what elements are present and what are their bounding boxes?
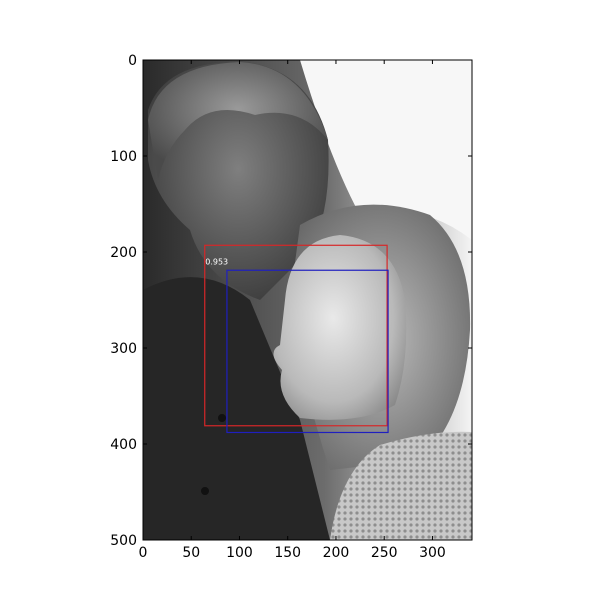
y-tick-label: 500 [110, 533, 137, 549]
y-tick-label: 200 [110, 245, 137, 261]
plotted-photo [143, 60, 472, 540]
x-tick-label: 0 [139, 545, 148, 561]
x-tick-label: 50 [182, 545, 200, 561]
y-tick-label: 300 [110, 341, 137, 357]
x-tick-label: 150 [274, 545, 301, 561]
x-tick-label: 200 [323, 545, 350, 561]
y-tick-label: 0 [128, 53, 137, 69]
x-tick-label: 100 [226, 545, 253, 561]
detection-score-label: 0.953 [205, 257, 228, 266]
y-tick-label: 100 [110, 149, 137, 165]
x-tick-label: 300 [419, 545, 446, 561]
x-tick-label: 250 [371, 545, 398, 561]
y-tick-label: 400 [110, 437, 137, 453]
